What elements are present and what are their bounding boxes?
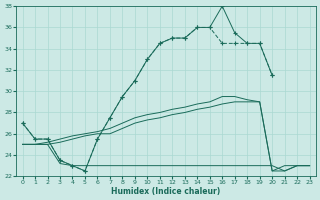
X-axis label: Humidex (Indice chaleur): Humidex (Indice chaleur): [111, 187, 221, 196]
